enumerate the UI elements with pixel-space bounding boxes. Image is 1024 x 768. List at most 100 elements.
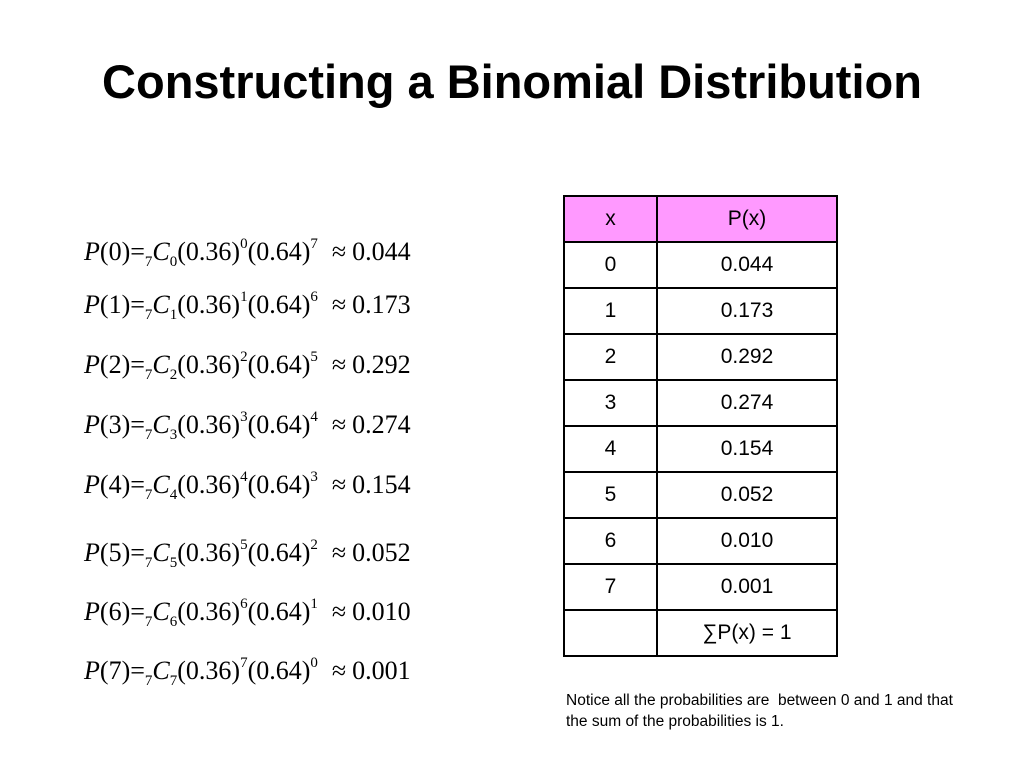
approx-symbol: ≈ [331,470,347,499]
cell-px: 0.044 [656,241,838,289]
cell-x: 3 [563,379,658,427]
cell-px: 0.052 [656,471,838,519]
formula-q-exp: 6 [310,289,318,305]
table-row: 7 0.001 [563,563,838,611]
cell-px: 0.173 [656,287,838,335]
formula-q-exp: 4 [310,409,318,425]
formula-p4: P(4)=7C4(0.36)4(0.64)3 ≈0.154 [84,469,411,503]
probability-table: x P(x) 0 0.044 1 0.173 2 0.292 3 0.274 4 [563,195,838,657]
formula-k-sub: 7 [169,673,178,689]
header-x: x [563,195,658,243]
formula-p-exp: 5 [240,537,248,553]
cell-sum: ∑P(x) = 1 [656,609,838,657]
formula-p: (0.36) [177,538,241,567]
formula-k: 3 [108,410,122,439]
formula-p: (0.36) [177,237,241,266]
approx-symbol: ≈ [331,237,347,266]
formula-k-sub: 3 [169,427,178,443]
header-px: P(x) [656,195,838,243]
formula-q-exp: 7 [310,236,318,252]
formula-q-exp: 1 [310,596,318,612]
cell-x: 4 [563,425,658,473]
cell-px: 0.010 [656,517,838,565]
formula-n: 7 [144,487,153,503]
note-text: Notice all the probabilities are between… [566,692,958,730]
formula-k-sub: 4 [169,487,178,503]
cell-x: 0 [563,241,658,289]
formula-q: (0.64) [247,290,311,319]
formula-q: (0.64) [247,237,311,266]
formula-p: (0.36) [177,597,241,626]
formula-result: 0.001 [352,656,411,685]
approx-symbol: ≈ [331,538,347,567]
approx-symbol: ≈ [331,656,347,685]
formula-p2: P(2)=7C2(0.36)2(0.64)5 ≈0.292 [84,349,411,383]
formula-q-exp: 2 [310,537,318,553]
formula-p: (0.36) [177,656,241,685]
formula-n: 7 [144,307,153,323]
table-row: 4 0.154 [563,425,838,473]
formula-k: 2 [108,350,122,379]
cell-px: 0.001 [656,563,838,611]
cell-px: 0.292 [656,333,838,381]
formula-n: 7 [144,427,153,443]
table-row: 5 0.052 [563,471,838,519]
formula-p: (0.36) [177,410,241,439]
formula-result: 0.292 [352,350,411,379]
formula-p5: P(5)=7C5(0.36)5(0.64)2 ≈0.052 [84,537,411,571]
cell-x: 1 [563,287,658,335]
cell-x: 2 [563,333,658,381]
formula-result: 0.052 [352,538,411,567]
formula-q-exp: 0 [310,655,318,671]
formula-p-exp: 1 [240,289,248,305]
formula-q-exp: 5 [310,349,318,365]
formula-k-sub: 1 [169,307,178,323]
formula-p: (0.36) [177,350,241,379]
table-row: 3 0.274 [563,379,838,427]
formula-k: 6 [108,597,122,626]
formula-p-exp: 3 [240,409,248,425]
formula-p1: P(1)=7C1(0.36)1(0.64)6 ≈0.173 [84,289,411,323]
formula-k: 1 [108,290,122,319]
table-header-row: x P(x) [563,195,838,243]
formula-k-sub: 6 [169,614,178,630]
formula-p-exp: 4 [240,469,248,485]
table-sum-row: ∑P(x) = 1 [563,609,838,657]
formula-p: (0.36) [177,290,241,319]
formula-p-exp: 6 [240,596,248,612]
formula-result: 0.044 [352,237,411,266]
formula-q: (0.64) [247,350,311,379]
formula-p0: P(0)=7C0(0.36)0(0.64)7 ≈0.044 [84,236,411,270]
formula-result: 0.274 [352,410,411,439]
formula-k: 5 [108,538,122,567]
formula-result: 0.173 [352,290,411,319]
formula-p-exp: 0 [240,236,248,252]
cell-x: 7 [563,563,658,611]
formula-q: (0.64) [247,538,311,567]
formula-n: 7 [144,614,153,630]
cell-empty [563,609,658,657]
cell-x: 6 [563,517,658,565]
formula-q: (0.64) [247,470,311,499]
formula-n: 7 [144,367,153,383]
approx-symbol: ≈ [331,597,347,626]
formula-n: 7 [144,673,153,689]
slide-title: Constructing a Binomial Distribution [102,55,922,108]
formula-k-sub: 2 [169,367,178,383]
formula-p7: P(7)=7C7(0.36)7(0.64)0 ≈0.001 [84,655,411,689]
formula-result: 0.154 [352,470,411,499]
approx-symbol: ≈ [331,350,347,379]
table-row: 6 0.010 [563,517,838,565]
formula-p6: P(6)=7C6(0.36)6(0.64)1 ≈0.010 [84,596,411,630]
formula-k-sub: 5 [169,555,178,571]
formula-q: (0.64) [247,597,311,626]
formula-k-sub: 0 [169,254,178,270]
approx-symbol: ≈ [331,410,347,439]
formula-k: 4 [108,470,122,499]
formula-q: (0.64) [247,656,311,685]
table-row: 2 0.292 [563,333,838,381]
formula-q-exp: 3 [310,469,318,485]
formula-k: 7 [108,656,122,685]
formula-p-exp: 7 [240,655,248,671]
